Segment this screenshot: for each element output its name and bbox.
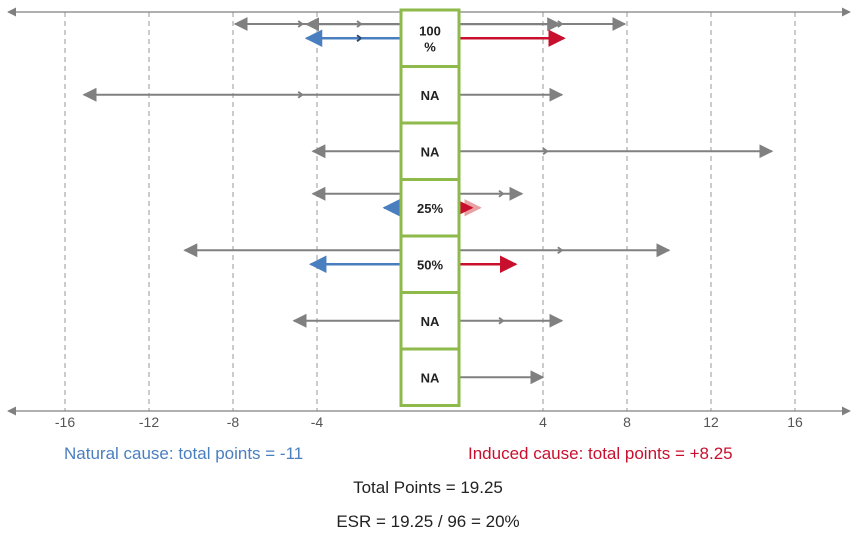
arrow-mark: [498, 192, 504, 198]
tick-label: -12: [139, 414, 159, 430]
score-label: NA: [421, 314, 440, 329]
score-box: [399, 234, 461, 294]
esr-caption: ESR = 19.25 / 96 = 20%: [336, 512, 520, 531]
score-label-line: NA: [421, 370, 440, 385]
score-label: NA: [421, 370, 440, 385]
tick-label: -4: [311, 414, 324, 430]
interval-chart: 100 % NA NA 25% 50% NA NA -16 -12 -8 -4 4 8 12 16: [7, 7, 851, 430]
arrow-mark: [297, 23, 303, 28]
grid-lines: [64, 12, 796, 411]
score-label-line: NA: [421, 144, 440, 159]
tick-label: 12: [703, 414, 719, 430]
score-boxes: 100 % NA NA 25% 50% NA NA: [399, 8, 461, 407]
score-label-line: %: [424, 39, 436, 54]
natural-cause-caption: Natural cause: total points = -11: [64, 444, 304, 463]
tick-label: -8: [227, 414, 240, 430]
tick-labels: -16 -12 -8 -4 4 8 12 16: [55, 414, 803, 430]
score-label-line: NA: [421, 314, 440, 329]
score-box: [399, 347, 461, 407]
score-label: 100%: [419, 23, 441, 54]
tick-label: -16: [55, 414, 75, 430]
total-points-caption: Total Points = 19.25: [353, 478, 503, 497]
arrow-mark: [356, 37, 362, 43]
score-label-line: NA: [421, 88, 440, 103]
arrow-mark: [356, 23, 362, 28]
tick-label: 8: [623, 414, 631, 430]
score-label-line: 50%: [417, 257, 443, 272]
arrow-mark: [557, 249, 563, 255]
score-label: 25%: [417, 201, 443, 216]
induced-cause-caption: Induced cause: total points = +8.25: [468, 444, 733, 463]
arrow-mark: [557, 23, 563, 28]
score-label: NA: [421, 144, 440, 159]
score-label-line: 25%: [417, 201, 443, 216]
tick-label: 16: [787, 414, 803, 430]
score-label: NA: [421, 88, 440, 103]
score-label: 50%: [417, 257, 443, 272]
score-box: [399, 8, 461, 68]
score-box: [399, 65, 461, 125]
arrows: [82, 17, 774, 385]
score-box: [399, 178, 461, 238]
arrow-mark: [297, 93, 303, 99]
tick-label: 4: [539, 414, 547, 430]
arrow-mark: [542, 150, 548, 156]
score-label-line: 100: [419, 23, 441, 38]
arrow-mark: [498, 319, 504, 325]
